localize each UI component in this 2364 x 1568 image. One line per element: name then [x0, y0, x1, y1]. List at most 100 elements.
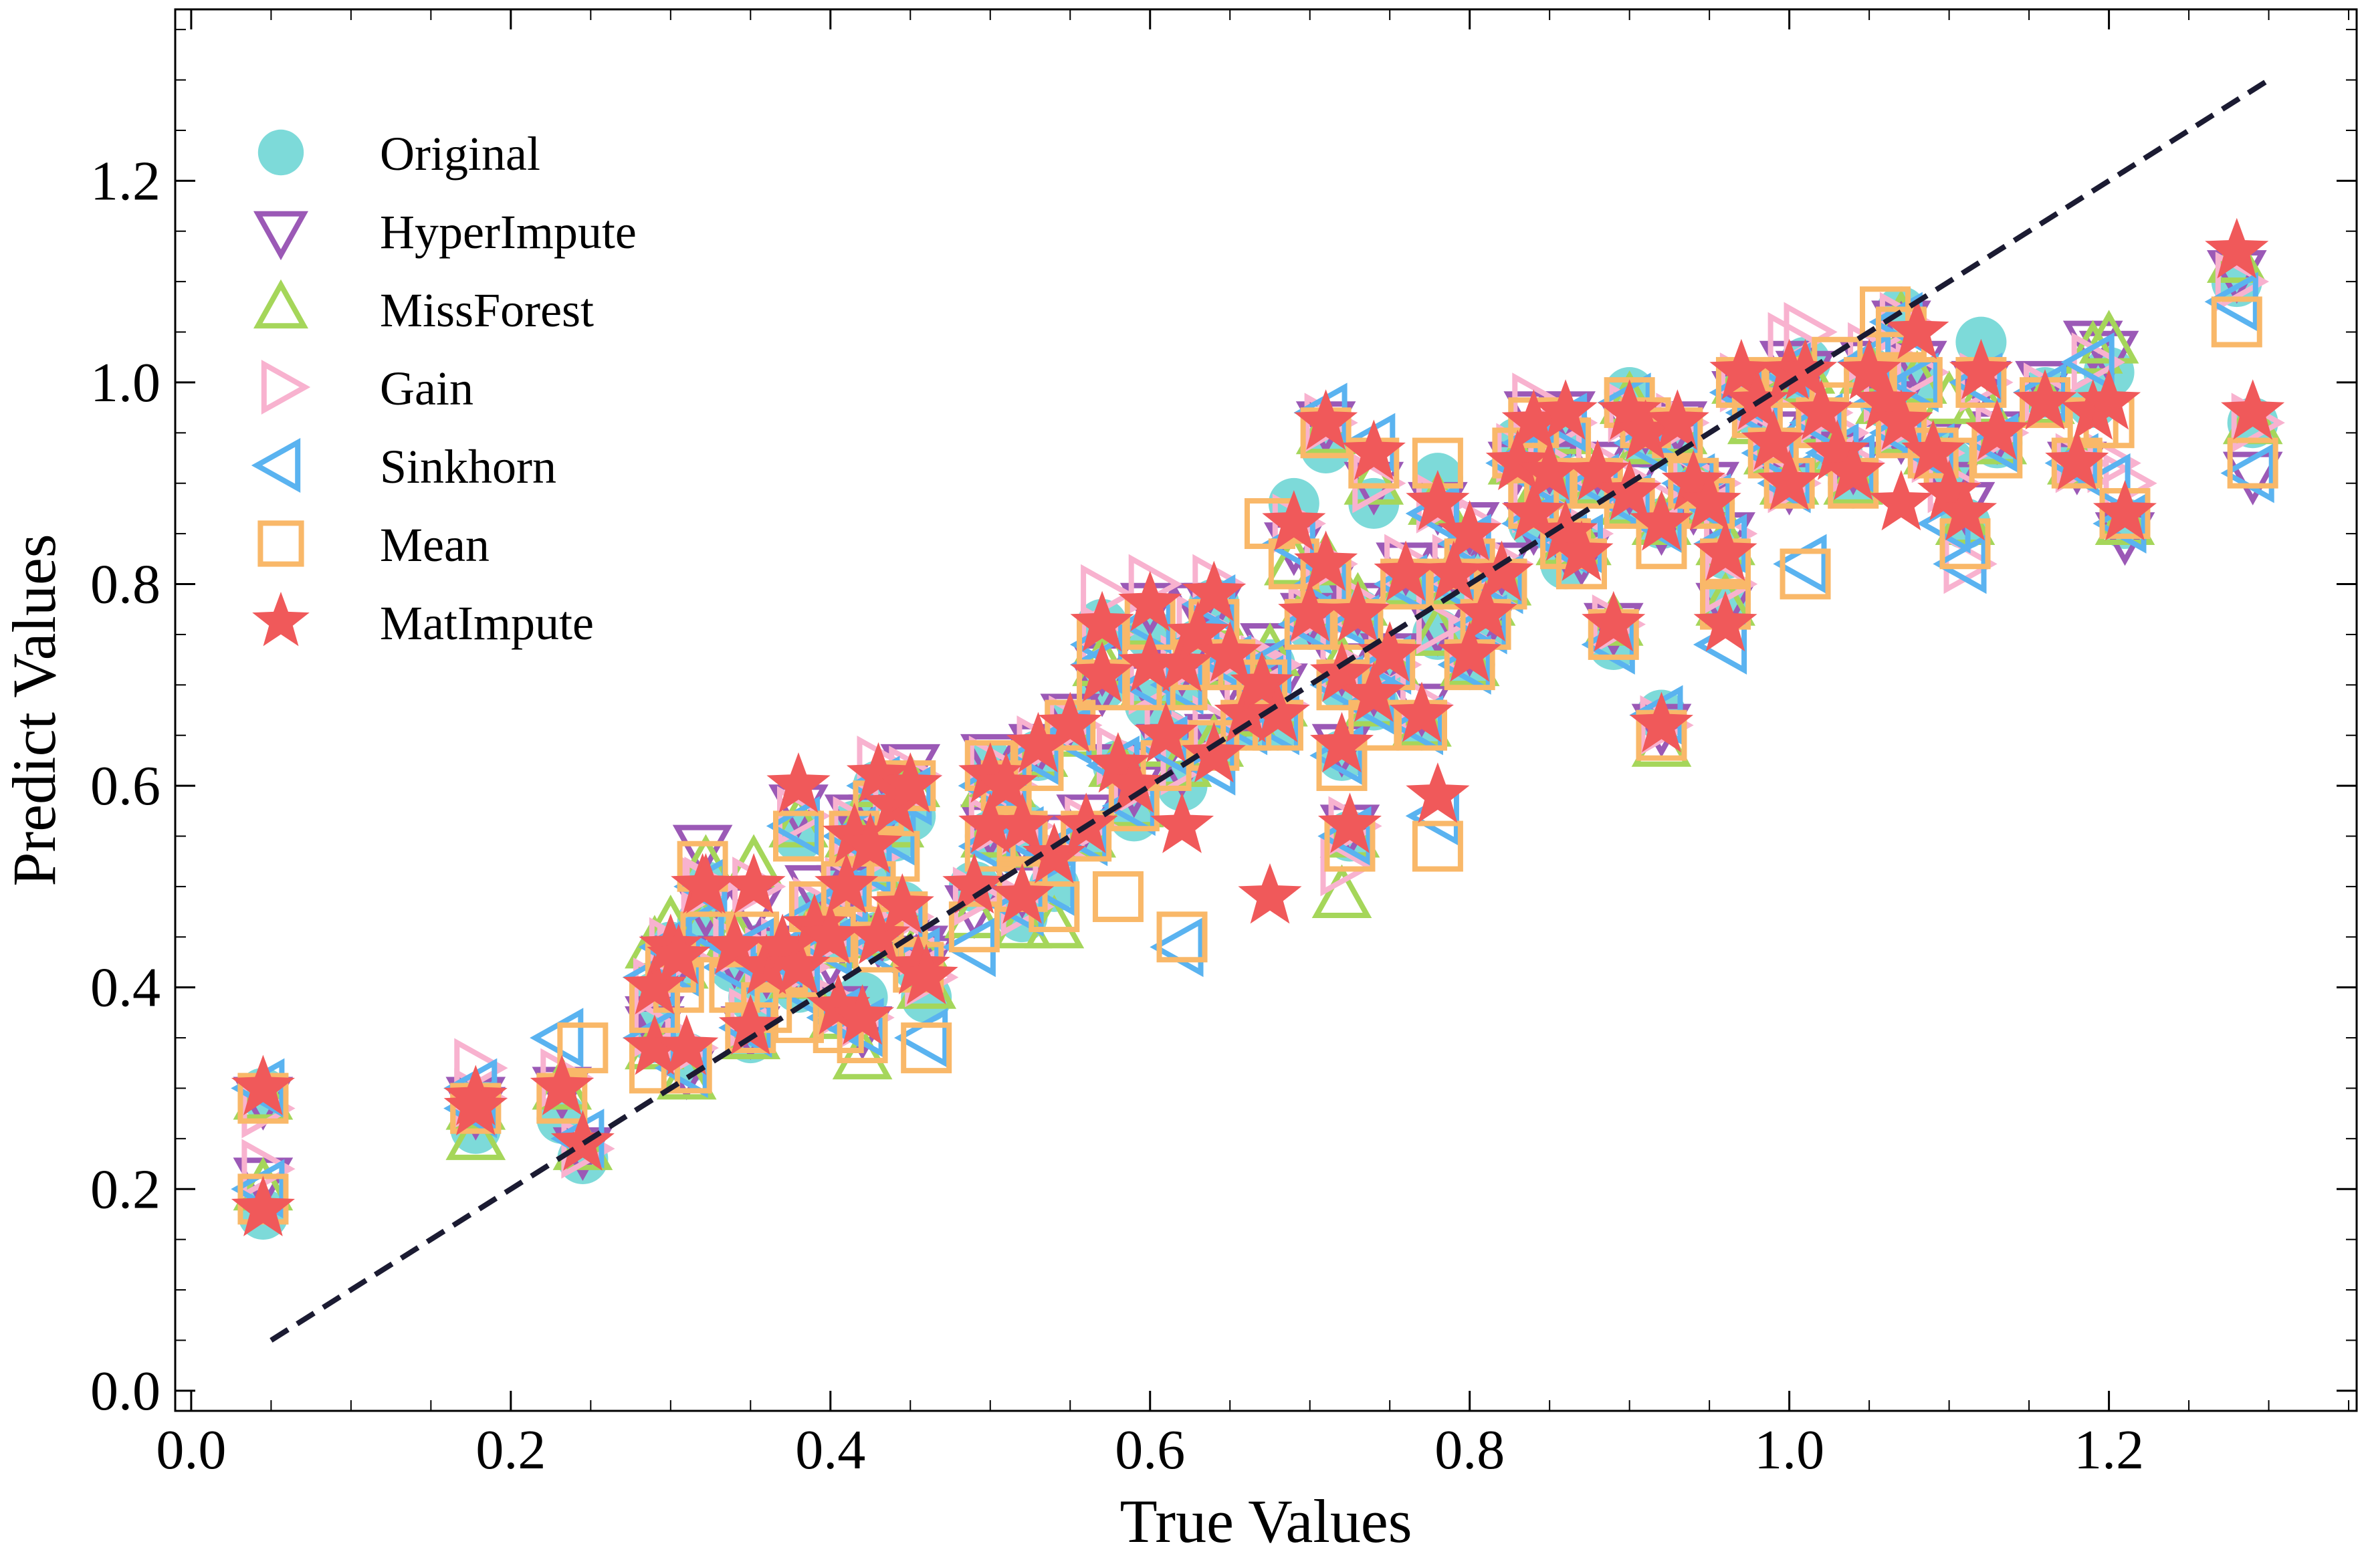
legend-marker-star — [252, 592, 310, 647]
data-point — [974, 752, 1039, 813]
data-point — [1294, 530, 1358, 591]
data-point — [1320, 836, 1374, 897]
data-point — [1150, 792, 1214, 853]
axis-tick-labels: 0.0 0.2 0.4 0.6 0.8 1.0 1.2 0.0 0.2 0.4 0.6 0.8 1.0 1… — [90, 150, 2144, 1481]
data-point — [1853, 369, 1917, 430]
data-point — [623, 954, 687, 1015]
data-point — [2092, 480, 2157, 541]
data-point — [1341, 419, 1406, 480]
data-point — [1406, 762, 1470, 823]
data-point — [1869, 469, 1933, 531]
data-point — [702, 913, 766, 974]
legend-item: HyperImpute — [253, 205, 637, 261]
legend-marker-triangle-down — [253, 211, 309, 261]
data-point — [2077, 369, 2141, 430]
legend-marker-square — [257, 520, 304, 567]
data-point — [231, 1175, 295, 1236]
data-point — [1166, 600, 1230, 662]
data-point — [1949, 338, 2013, 400]
data-point — [1310, 711, 1374, 773]
data-point — [1294, 389, 1358, 450]
data-point — [241, 1139, 296, 1199]
data-point — [1454, 580, 1518, 642]
legend-label: Gain — [380, 362, 473, 415]
data-point — [1038, 691, 1102, 753]
legend-item: Original — [257, 127, 540, 181]
data-point — [1310, 641, 1374, 702]
data-point — [530, 1054, 594, 1115]
data-point — [1070, 590, 1134, 652]
data-point — [1022, 822, 1086, 884]
data-point — [1311, 864, 1372, 918]
legend-label: Mean — [380, 518, 490, 572]
x-tick-label: 0.8 — [1434, 1419, 1505, 1481]
data-point — [1438, 500, 1502, 561]
data-point — [2215, 251, 2269, 312]
y-tick-label: 0.6 — [90, 755, 160, 817]
data-point — [1358, 621, 1422, 682]
data-point — [1344, 451, 1404, 505]
data-point — [832, 1026, 893, 1080]
data-point — [2076, 453, 2131, 514]
data-point — [1102, 752, 1166, 813]
data-point — [831, 984, 895, 1045]
data-point — [1951, 370, 2012, 425]
data-point — [2045, 429, 2109, 490]
data-point — [798, 903, 863, 964]
reference-line — [270, 78, 2270, 1343]
legend-item: MatImpute — [252, 592, 594, 650]
data-point — [990, 792, 1055, 853]
data-point — [1374, 540, 1438, 601]
data-point — [1533, 379, 1598, 440]
data-point — [901, 1022, 952, 1074]
y-tick-label: 0.8 — [90, 554, 160, 616]
x-tick-label: 1.0 — [1754, 1419, 1824, 1481]
data-point — [1134, 701, 1198, 763]
x-tick-label: 0.4 — [795, 1419, 865, 1481]
data-point — [1693, 590, 1757, 652]
data-point — [1150, 917, 1204, 978]
data-point — [1837, 338, 1901, 400]
data-point — [846, 903, 910, 964]
data-point — [1422, 540, 1486, 601]
x-tick-label: 0.6 — [1115, 1419, 1185, 1481]
data-point — [990, 863, 1055, 924]
data-point — [231, 1054, 295, 1115]
data-point — [1054, 792, 1118, 853]
legend-marker-circle — [257, 129, 304, 176]
data-point — [1517, 439, 1582, 501]
y-tick-label: 0.4 — [90, 957, 160, 1019]
data-point — [886, 933, 950, 994]
data-point — [1598, 459, 1662, 521]
y-tick-label: 1.2 — [90, 150, 160, 212]
y-tick-label: 0.0 — [90, 1360, 160, 1422]
data-point — [944, 884, 1004, 939]
data-point — [2078, 310, 2139, 364]
legend-label: MissForest — [380, 284, 594, 337]
data-point — [878, 752, 942, 813]
data-point — [672, 824, 733, 879]
data-point — [766, 752, 831, 813]
data-point — [1757, 449, 1822, 511]
data-point — [1549, 520, 1614, 581]
data-point — [1821, 439, 1885, 501]
data-point — [673, 853, 738, 914]
data-point — [773, 810, 824, 862]
data-point — [1614, 399, 1678, 460]
data-point — [2061, 379, 2125, 440]
legend-label: HyperImpute — [380, 205, 637, 259]
reference-line-layer — [270, 78, 2270, 1343]
data-point — [557, 1022, 609, 1074]
data-point — [815, 853, 879, 914]
data-point — [846, 742, 910, 803]
x-axis-title: True Values — [1119, 1487, 1412, 1555]
data-point — [1741, 409, 1806, 470]
data-point — [445, 1106, 506, 1160]
data-point — [782, 893, 847, 954]
data-point — [1230, 651, 1294, 712]
x-tick-label: 0.2 — [475, 1419, 546, 1481]
data-point — [2227, 437, 2278, 489]
legend-item: Sinkhorn — [251, 437, 556, 493]
data-point — [766, 933, 831, 994]
